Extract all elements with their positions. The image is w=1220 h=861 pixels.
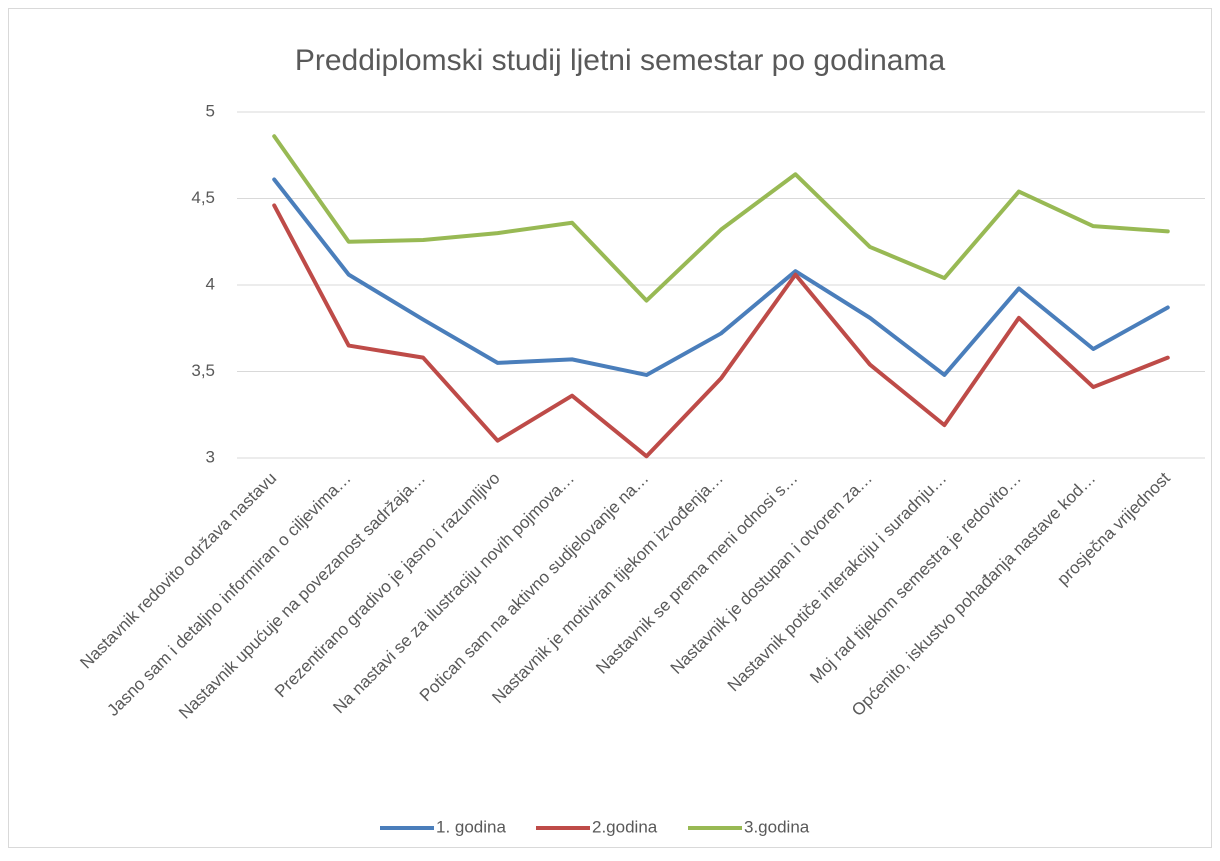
y-tick-label: 5 [206,101,215,120]
series-line [272,203,1170,459]
y-tick-label: 3 [206,447,215,466]
chart-title: Preddiplomski studij ljetni semestar po … [295,44,946,77]
y-tick-label: 4,5 [191,188,215,207]
y-tick-label: 3,5 [191,361,215,380]
legend-label: 3.godina [744,817,810,836]
legend-label: 2.godina [592,817,658,836]
legend-label: 1. godina [436,817,506,836]
y-tick-label: 4 [206,274,215,293]
series-line [272,134,1170,303]
series-line [272,177,1170,377]
